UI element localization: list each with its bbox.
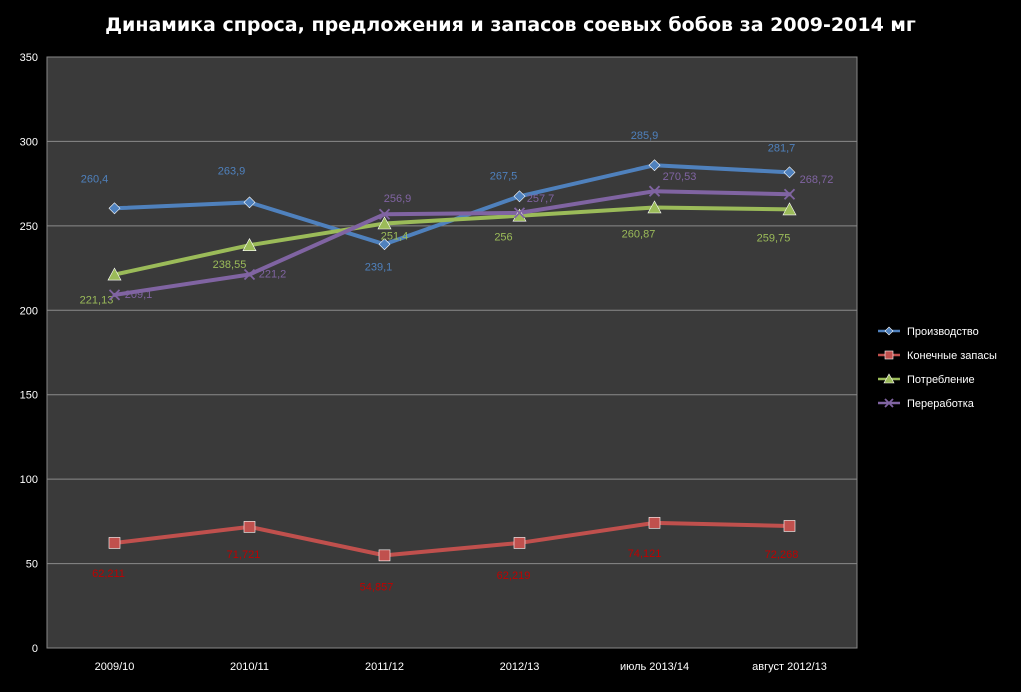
x-tick-label: август 2012/13 [752,661,827,673]
data-label: 62,211 [92,568,125,580]
y-tick-label: 250 [20,221,38,233]
y-tick-label: 150 [20,390,38,402]
data-point [884,398,894,408]
data-label: 72,268 [765,549,799,561]
data-point [647,200,662,214]
data-label: 267,5 [490,170,518,182]
chart-title: Динамика спроса, предложения и запасов с… [105,14,916,36]
legend-label: Производство [907,326,979,338]
data-label: 270,53 [663,171,697,183]
data-label: 221,13 [80,295,114,307]
data-point [108,537,121,549]
data-point [378,549,391,562]
x-tick-label: 2012/13 [500,661,540,673]
series-line [112,205,792,277]
data-label: 260,87 [622,229,656,241]
data-label: 256,9 [384,193,412,205]
data-point [783,188,796,200]
data-label: 238,55 [213,259,247,271]
data-point [513,537,526,549]
data-label: 74,121 [628,548,662,560]
data-point [243,521,256,533]
data-point [377,216,392,230]
x-tick-label: 2010/11 [230,661,269,673]
data-label: 251,4 [381,230,409,242]
data-label: 263,9 [218,165,246,177]
data-point [648,185,661,197]
series-line [112,189,792,297]
data-point [782,202,797,216]
y-tick-label: 300 [20,136,38,148]
data-label: 54,857 [360,581,394,593]
data-point [378,208,391,220]
data-point [108,289,121,301]
data-label: 260,4 [81,173,109,185]
y-tick-label: 100 [20,474,38,486]
data-point [884,326,894,336]
data-point [783,520,796,532]
y-tick-label: 50 [26,559,38,571]
legend-label: Конечные запасы [907,350,997,362]
series-line [112,520,792,558]
data-point [513,207,526,219]
x-tick-label: июль 2013/14 [620,661,689,673]
data-label: 281,7 [768,142,796,154]
legend-label: Переработка [907,398,975,410]
data-label: 285,9 [631,130,659,142]
data-label: 71,721 [227,549,261,561]
data-label: 256 [494,232,512,244]
x-tick-label: 2009/10 [95,661,135,673]
data-label: 62,219 [497,570,531,582]
data-point [378,238,391,251]
data-point [243,196,256,209]
data-label: 239,1 [365,261,393,273]
data-point [242,238,257,251]
data-point [883,373,895,384]
y-tick-label: 200 [20,305,38,317]
x-tick-label: 2011/12 [365,661,404,673]
data-label: 209,1 [125,289,153,301]
y-tick-label: 0 [32,643,38,655]
data-label: 259,75 [757,232,791,244]
data-label: 268,72 [800,174,834,186]
data-point [884,350,894,360]
data-point [513,190,526,203]
data-point [783,166,796,179]
data-point [107,267,122,281]
plot-area [46,56,858,649]
data-label: 257,7 [527,193,555,205]
data-point [243,268,256,281]
legend-label: Потребление [907,374,975,386]
data-point [108,202,121,215]
data-point [648,517,661,529]
data-point [648,159,661,172]
y-tick-label: 350 [20,52,38,64]
data-label: 221,2 [259,268,287,280]
